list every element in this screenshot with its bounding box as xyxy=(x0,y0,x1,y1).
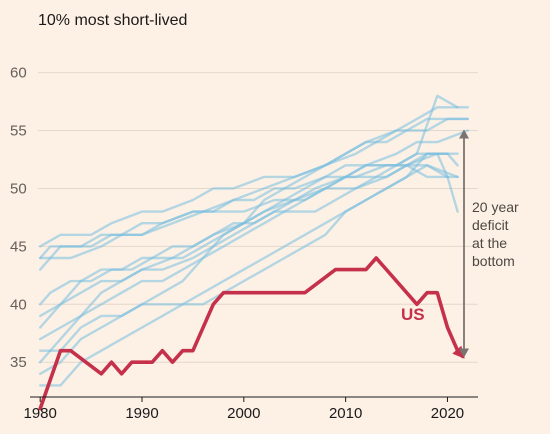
y-tick-label: 60 xyxy=(10,65,27,82)
annotation-text: 20 year deficit at the bottom xyxy=(472,199,519,269)
us-series-line xyxy=(38,256,465,411)
peer-series-line xyxy=(39,117,469,341)
chart-subtitle: 10% most short-lived xyxy=(38,12,188,29)
peer-series-line xyxy=(39,94,459,364)
annotation-text-line: bottom xyxy=(472,253,515,269)
annotation-text-line: deficit xyxy=(472,217,509,233)
peer-series-line xyxy=(39,117,469,248)
annotation-arrow-up xyxy=(459,129,469,139)
annotation-layer: 20 year deficit at the bottom xyxy=(459,129,519,358)
x-tick-label: 2000 xyxy=(227,405,260,422)
peer-series-layer xyxy=(39,94,469,387)
annotation-text-line: 20 year xyxy=(472,199,519,215)
peer-series-line xyxy=(39,164,449,387)
x-tick-label: 2020 xyxy=(431,405,464,422)
y-tick-label: 45 xyxy=(10,238,27,255)
peer-series-line xyxy=(39,164,459,375)
peer-series-line xyxy=(39,152,459,260)
x-tick-label: 1990 xyxy=(125,405,158,422)
x-tick-label: 1980 xyxy=(23,405,56,422)
y-tick-label: 55 xyxy=(10,123,27,140)
y-tick-label: 50 xyxy=(10,180,27,197)
peer-series-line xyxy=(39,152,449,352)
x-tick-label: 2010 xyxy=(329,405,362,422)
peer-series-line xyxy=(39,106,469,260)
y-tick-label: 40 xyxy=(10,296,27,313)
axis-layer: 35 40 45 50 55 60 1980 1990 2000 2010 2020 xyxy=(10,65,478,422)
series-label-us: US xyxy=(401,305,425,324)
y-tick-label: 35 xyxy=(10,354,27,371)
annotation-arrow-down xyxy=(459,348,469,358)
annotation-text-line: at the xyxy=(472,235,507,251)
